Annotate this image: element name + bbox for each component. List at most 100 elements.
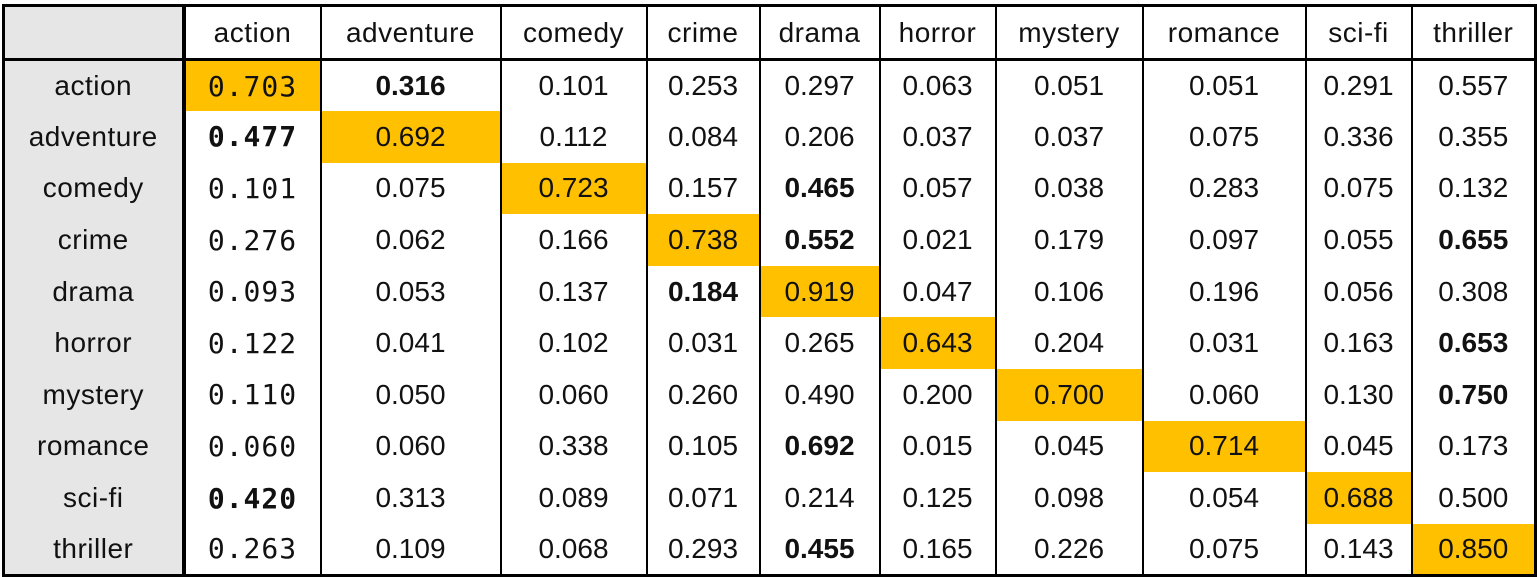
row-label-action: action bbox=[2, 59, 186, 112]
table-row: comedy 0.101 0.075 0.723 0.157 0.465 0.057 0.03… bbox=[2, 162, 1537, 215]
matrix-cell: 0.316 bbox=[319, 59, 501, 112]
matrix-cell: 0.041 bbox=[319, 317, 501, 370]
matrix-cell: 0.263 bbox=[183, 523, 321, 577]
row-label-sci-fi: sci-fi bbox=[2, 472, 186, 524]
matrix-cell: 0.060 bbox=[319, 420, 501, 473]
matrix-cell: 0.179 bbox=[994, 214, 1143, 266]
matrix-cell: 0.050 bbox=[319, 369, 501, 421]
corner-cell bbox=[2, 4, 186, 61]
matrix-cell-diagonal: 0.692 bbox=[319, 111, 501, 163]
matrix-cell: 0.110 bbox=[207, 378, 298, 412]
matrix-cell: 0.015 bbox=[878, 420, 996, 473]
matrix-cell-diagonal: 0.703 bbox=[183, 59, 321, 112]
matrix-cell: 0.552 bbox=[758, 214, 880, 266]
column-header-drama: drama bbox=[758, 4, 880, 61]
matrix-cell: 0.184 bbox=[645, 265, 760, 318]
column-header-action: action bbox=[182, 4, 321, 61]
matrix-cell: 0.045 bbox=[1304, 420, 1412, 473]
matrix-cell: 0.166 bbox=[499, 214, 647, 266]
matrix-cell: 0.109 bbox=[319, 523, 501, 577]
matrix-cell: 0.465 bbox=[758, 162, 880, 215]
matrix-cell-diagonal: 0.738 bbox=[645, 214, 760, 266]
matrix-cell: 0.075 bbox=[1141, 111, 1306, 163]
matrix-cell: 0.297 bbox=[758, 59, 880, 112]
matrix-cell-diagonal: 0.919 bbox=[758, 265, 880, 318]
matrix-cell: 0.132 bbox=[1410, 162, 1537, 215]
matrix-cell: 0.060 bbox=[499, 369, 647, 421]
matrix-cell-diagonal: 0.688 bbox=[1304, 472, 1412, 524]
row-label-horror: horror bbox=[2, 317, 186, 370]
table-row: action 0.703 0.316 0.101 0.253 0.297 0.063 0.05… bbox=[2, 59, 1537, 112]
matrix-cell: 0.057 bbox=[878, 162, 996, 215]
matrix-cell: 0.226 bbox=[994, 523, 1143, 577]
matrix-cell: 0.031 bbox=[1141, 317, 1306, 370]
matrix-cell: 0.060 bbox=[1141, 369, 1306, 421]
matrix-cell-diagonal: 0.850 bbox=[1410, 523, 1537, 577]
matrix-cell: 0.204 bbox=[994, 317, 1143, 370]
matrix-cell: 0.093 bbox=[207, 275, 298, 309]
matrix-cell: 0.045 bbox=[994, 420, 1143, 473]
table-row: horror 0.122 0.041 0.102 0.031 0.265 0.643 0.20… bbox=[2, 317, 1537, 370]
matrix-cell: 0.276 bbox=[207, 223, 298, 257]
matrix-cell: 0.112 bbox=[499, 111, 647, 163]
matrix-cell: 0.557 bbox=[1410, 59, 1537, 112]
matrix-cell: 0.293 bbox=[645, 523, 760, 577]
matrix-cell: 0.265 bbox=[758, 317, 880, 370]
table-row: adventure 0.477 0.692 0.112 0.084 0.206 0.037 0… bbox=[2, 111, 1537, 163]
table-row: sci-fi 0.420 0.313 0.089 0.071 0.214 0.125 0.09… bbox=[2, 472, 1537, 524]
matrix-cell: 0.163 bbox=[1304, 317, 1412, 370]
matrix-cell: 0.037 bbox=[878, 111, 996, 163]
matrix-cell: 0.063 bbox=[878, 59, 996, 112]
matrix-cell-diagonal: 0.700 bbox=[994, 369, 1143, 421]
matrix-cell: 0.206 bbox=[758, 111, 880, 163]
matrix-cell: 0.037 bbox=[994, 111, 1143, 163]
row-label-crime: crime bbox=[2, 214, 186, 266]
matrix-cell: 0.089 bbox=[499, 472, 647, 524]
matrix-cell: 0.098 bbox=[994, 472, 1143, 524]
matrix-cell: 0.455 bbox=[758, 523, 880, 577]
matrix-cell: 0.143 bbox=[1304, 523, 1412, 577]
matrix-cell: 0.355 bbox=[1410, 111, 1537, 163]
matrix-cell: 0.101 bbox=[207, 171, 298, 205]
matrix-cell: 0.075 bbox=[1304, 162, 1412, 215]
column-header-comedy: comedy bbox=[499, 4, 647, 61]
column-header-horror: horror bbox=[878, 4, 996, 61]
matrix-cell-diagonal: 0.643 bbox=[878, 317, 996, 370]
row-label-mystery: mystery bbox=[2, 369, 186, 421]
matrix-cell: 0.692 bbox=[758, 420, 880, 473]
column-header-thriller: thriller bbox=[1410, 4, 1537, 61]
matrix-cell: 0.071 bbox=[645, 472, 760, 524]
matrix-cell: 0.051 bbox=[994, 59, 1143, 112]
row-label-comedy: comedy bbox=[2, 162, 186, 215]
matrix-cell: 0.477 bbox=[207, 120, 298, 154]
matrix-cell: 0.653 bbox=[1410, 317, 1537, 370]
row-label-romance: romance bbox=[2, 420, 186, 473]
matrix-cell: 0.313 bbox=[319, 472, 501, 524]
matrix-cell: 0.130 bbox=[1304, 369, 1412, 421]
table-row: drama 0.093 0.053 0.137 0.184 0.919 0.047 0.106… bbox=[2, 265, 1537, 318]
matrix-cell: 0.031 bbox=[645, 317, 760, 370]
matrix-cell: 0.021 bbox=[878, 214, 996, 266]
matrix-cell: 0.055 bbox=[1304, 214, 1412, 266]
matrix-cell: 0.338 bbox=[499, 420, 647, 473]
matrix-cell: 0.173 bbox=[1410, 420, 1537, 473]
matrix-cell: 0.308 bbox=[1410, 265, 1537, 318]
confusion-matrix-table: action adventure comedy crime drama horror mys… bbox=[2, 4, 1537, 577]
matrix-cell: 0.137 bbox=[499, 265, 647, 318]
matrix-cell: 0.196 bbox=[1141, 265, 1306, 318]
matrix-cell: 0.056 bbox=[1304, 265, 1412, 318]
column-header-adventure: adventure bbox=[319, 4, 501, 61]
matrix-cell: 0.106 bbox=[994, 265, 1143, 318]
matrix-cell: 0.655 bbox=[1410, 214, 1537, 266]
matrix-cell: 0.084 bbox=[645, 111, 760, 163]
matrix-cell-diagonal: 0.714 bbox=[1141, 420, 1306, 473]
matrix-cell: 0.283 bbox=[1141, 162, 1306, 215]
column-header-sci-fi: sci-fi bbox=[1304, 4, 1412, 61]
matrix-cell: 0.490 bbox=[758, 369, 880, 421]
matrix-cell: 0.253 bbox=[645, 59, 760, 112]
matrix-cell: 0.125 bbox=[878, 472, 996, 524]
matrix-cell: 0.200 bbox=[878, 369, 996, 421]
matrix-cell: 0.122 bbox=[207, 326, 298, 360]
matrix-cell: 0.500 bbox=[1410, 472, 1537, 524]
table-row: romance 0.060 0.060 0.338 0.105 0.692 0.015 0.0… bbox=[2, 420, 1537, 473]
